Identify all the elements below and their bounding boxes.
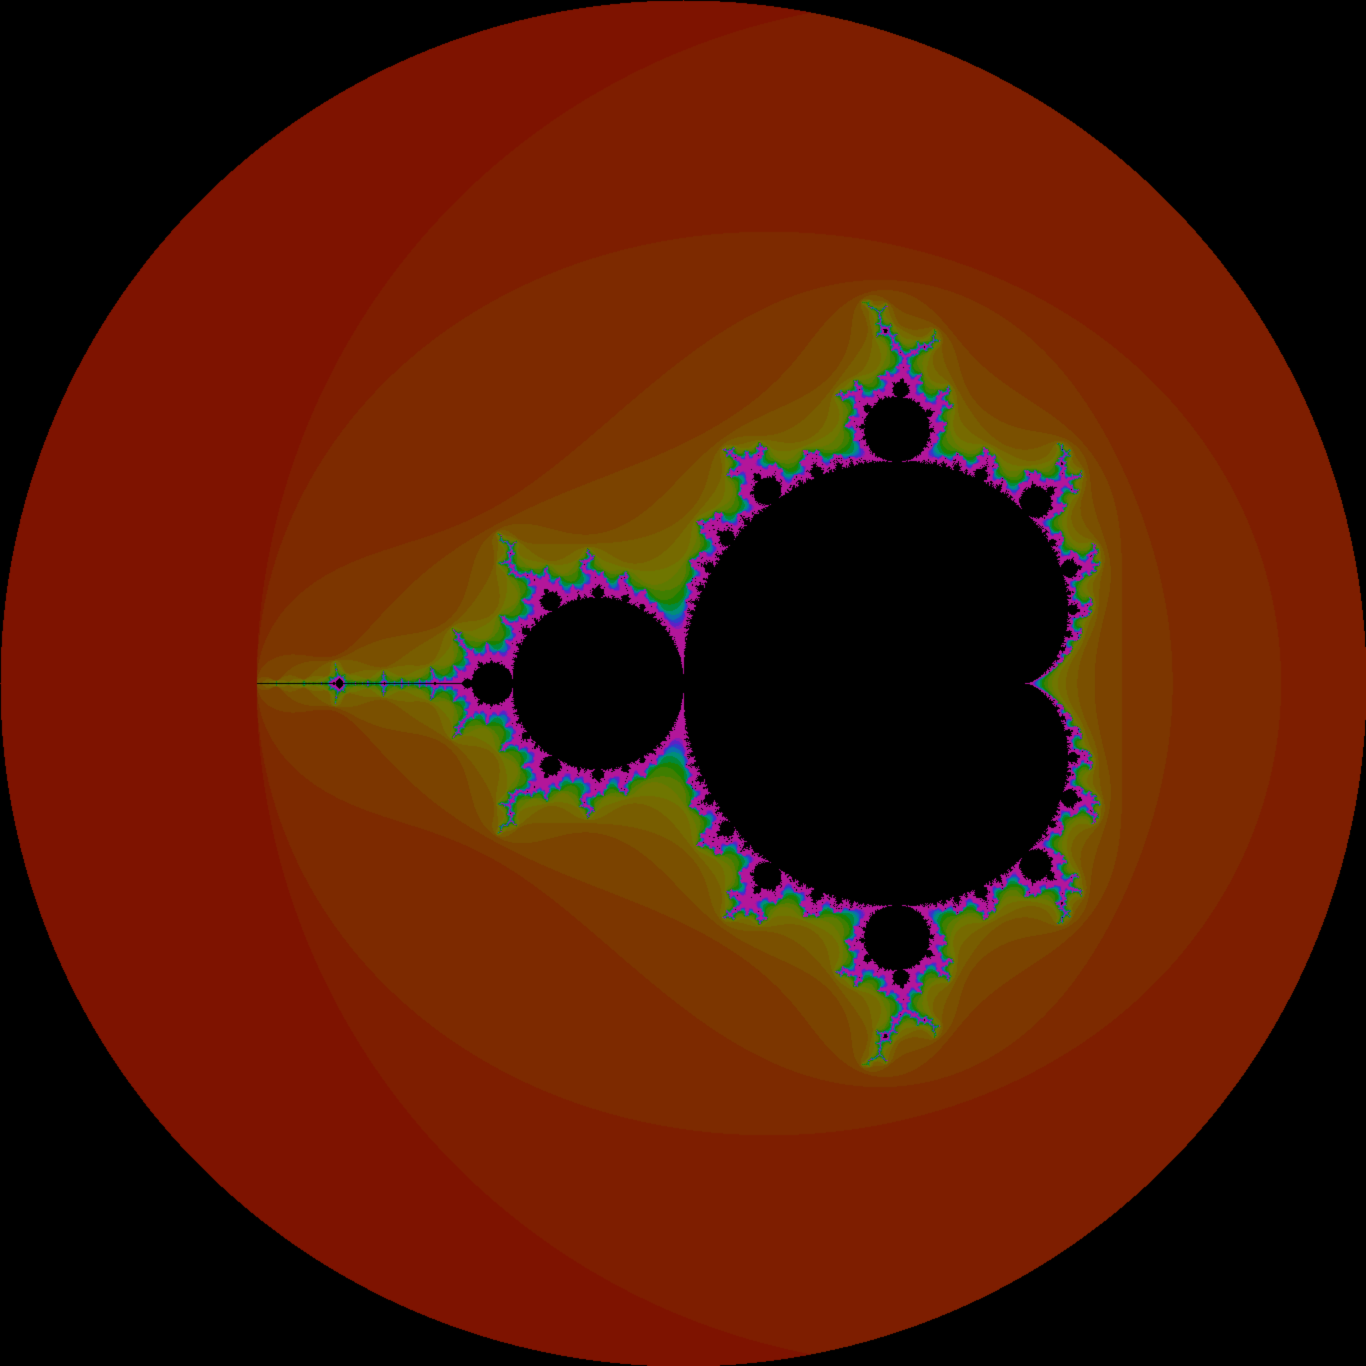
fractal-image <box>0 0 1366 1366</box>
mandelbrot-canvas <box>0 0 1366 1366</box>
